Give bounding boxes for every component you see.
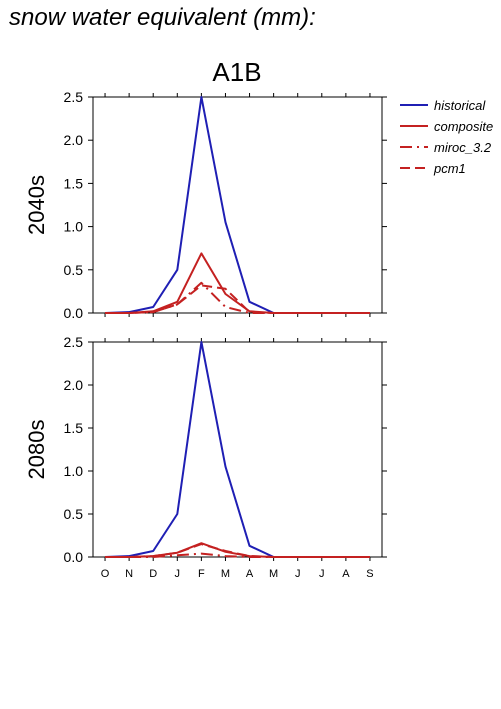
- y-tick-label: 1.0: [64, 463, 84, 479]
- x-tick-label: M: [221, 568, 230, 580]
- panel-2080s: 0.0 0.5 1.0 1.5 2.0 2.5 O N D J F M A M J J A S 2080s: [24, 334, 387, 580]
- y-tick-label: 0.0: [64, 305, 84, 321]
- y-tick-label: 0.5: [64, 262, 84, 278]
- y-tick-label: 2.5: [64, 89, 84, 105]
- y-axis-label: 2040s: [24, 175, 49, 235]
- x-tick-label: J: [319, 568, 325, 580]
- x-tick-label: J: [295, 568, 301, 580]
- y-tick-label: 0.0: [64, 549, 84, 565]
- series-line-miroc_3.2: [105, 552, 370, 558]
- x-tick-label: S: [366, 568, 373, 580]
- x-tick-label: A: [342, 568, 350, 580]
- series-line-miroc_3.2: [105, 281, 370, 314]
- y-tick-label: 2.0: [64, 377, 84, 393]
- scenario-label: A1B: [212, 57, 261, 87]
- legend-item-historical: historical: [400, 98, 486, 113]
- y-tick-label: 0.5: [64, 506, 84, 522]
- legend-item-pcm1: pcm1: [400, 161, 466, 176]
- legend-label: miroc_3.2: [434, 140, 492, 155]
- series-line-composite: [105, 542, 370, 558]
- plot-frame: [92, 341, 383, 558]
- legend-label: historical: [434, 98, 486, 113]
- x-tick-label: N: [125, 568, 133, 580]
- page-title: snow water equivalent (mm):: [9, 4, 316, 31]
- legend-label: pcm1: [433, 161, 466, 176]
- x-tick-label: J: [175, 568, 181, 580]
- x-tick-label: O: [101, 568, 110, 580]
- legend-item-composite: composite: [400, 119, 493, 134]
- legend-item-miroc_3.2: miroc_3.2: [400, 140, 492, 155]
- chart-legend: historical composite miroc_3.2 pcm1: [400, 98, 493, 176]
- legend-label: composite: [434, 119, 493, 134]
- panel-2040s: 0.0 0.5 1.0 1.5 2.0 2.5 2040s: [24, 89, 387, 321]
- y-tick-label: 1.5: [64, 420, 84, 436]
- y-tick-label: 2.5: [64, 334, 84, 350]
- series-line-historical: [104, 341, 370, 558]
- x-tick-label: A: [246, 568, 254, 580]
- x-tick-label: D: [149, 568, 157, 580]
- y-tick-label: 2.0: [64, 132, 84, 148]
- y-axis-label: 2080s: [24, 420, 49, 480]
- x-tick-label: M: [269, 568, 278, 580]
- y-tick-label: 1.0: [64, 219, 84, 235]
- x-tick-label: F: [198, 568, 205, 580]
- series-line-historical: [104, 96, 370, 314]
- series-line-pcm1: [105, 543, 370, 558]
- y-tick-label: 1.5: [64, 175, 84, 191]
- plot-frame: [92, 96, 383, 314]
